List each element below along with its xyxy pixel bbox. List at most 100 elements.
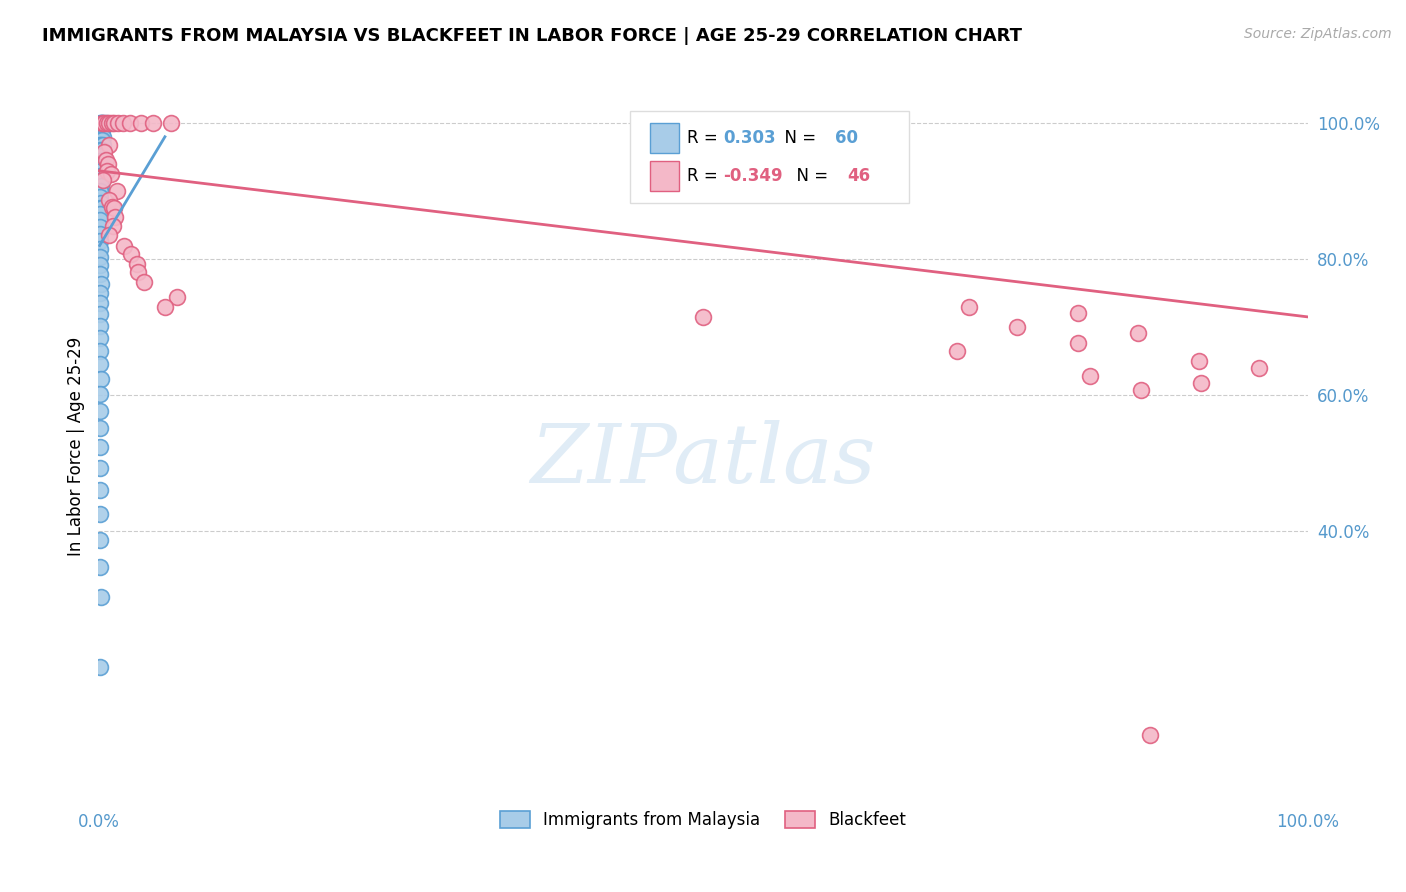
- Point: [90, 372, 112, 386]
- Point: [91, 116, 114, 130]
- Point: [1128, 326, 1150, 340]
- Point: [93, 145, 115, 160]
- Point: [89, 533, 111, 547]
- Point: [111, 116, 134, 130]
- Point: [89, 507, 111, 521]
- FancyBboxPatch shape: [650, 123, 679, 153]
- Point: [89, 137, 111, 152]
- Text: 60: 60: [835, 129, 858, 147]
- Point: [127, 257, 149, 271]
- Text: Source: ZipAtlas.com: Source: ZipAtlas.com: [1244, 27, 1392, 41]
- Point: [91, 153, 114, 168]
- Point: [90, 129, 112, 144]
- Point: [89, 460, 111, 475]
- Point: [1007, 320, 1029, 334]
- Point: [89, 296, 111, 310]
- Point: [89, 189, 111, 203]
- Point: [97, 157, 120, 171]
- Point: [91, 201, 114, 215]
- Point: [90, 116, 112, 130]
- Point: [89, 235, 111, 249]
- Point: [100, 200, 122, 214]
- Point: [946, 343, 969, 358]
- Point: [90, 590, 112, 604]
- Point: [89, 123, 111, 137]
- Point: [134, 275, 156, 289]
- Point: [89, 441, 111, 455]
- Text: IMMIGRANTS FROM MALAYSIA VS BLACKFEET IN LABOR FORCE | AGE 25-29 CORRELATION CHA: IMMIGRANTS FROM MALAYSIA VS BLACKFEET IN…: [42, 27, 1022, 45]
- Point: [1188, 354, 1211, 368]
- Point: [101, 219, 124, 233]
- Point: [103, 116, 125, 130]
- Point: [89, 184, 111, 198]
- Point: [89, 213, 111, 227]
- Text: R =: R =: [688, 167, 723, 185]
- Point: [89, 421, 111, 435]
- Point: [89, 153, 111, 168]
- Point: [89, 201, 111, 215]
- Point: [90, 149, 112, 163]
- Point: [98, 193, 121, 207]
- Point: [89, 358, 111, 372]
- Point: [107, 116, 129, 130]
- Point: [1139, 728, 1161, 742]
- Point: [89, 174, 111, 188]
- Point: [89, 149, 111, 163]
- FancyBboxPatch shape: [630, 111, 908, 203]
- Point: [96, 116, 118, 130]
- Point: [89, 331, 111, 345]
- Point: [91, 137, 114, 152]
- Point: [120, 246, 142, 260]
- Point: [692, 310, 714, 324]
- Point: [96, 163, 118, 178]
- Text: N =: N =: [775, 129, 821, 147]
- Point: [112, 238, 135, 252]
- Point: [1067, 306, 1090, 320]
- Point: [89, 220, 111, 235]
- Text: 46: 46: [846, 167, 870, 185]
- Point: [1189, 376, 1212, 390]
- Point: [90, 195, 112, 210]
- Point: [90, 137, 112, 152]
- Point: [91, 133, 114, 147]
- Point: [89, 387, 111, 401]
- Point: [89, 403, 111, 417]
- Point: [1078, 369, 1101, 384]
- Point: [89, 242, 111, 256]
- Point: [160, 116, 183, 130]
- Text: 0.303: 0.303: [724, 129, 776, 147]
- Point: [89, 307, 111, 321]
- Legend: Immigrants from Malaysia, Blackfeet: Immigrants from Malaysia, Blackfeet: [491, 803, 915, 838]
- Point: [89, 286, 111, 301]
- Point: [90, 277, 112, 291]
- Point: [91, 123, 114, 137]
- Point: [98, 227, 121, 242]
- Text: ZIPatlas: ZIPatlas: [530, 420, 876, 500]
- Point: [89, 560, 111, 574]
- Point: [1129, 384, 1152, 398]
- Point: [91, 144, 114, 158]
- Text: N =: N =: [786, 167, 834, 185]
- Point: [91, 129, 114, 144]
- Text: R =: R =: [688, 129, 723, 147]
- Point: [105, 184, 128, 198]
- Point: [1249, 360, 1271, 375]
- Point: [93, 116, 115, 130]
- Point: [153, 300, 176, 314]
- Point: [166, 290, 188, 304]
- Point: [89, 144, 111, 158]
- Point: [142, 116, 165, 130]
- Point: [1067, 336, 1090, 351]
- Point: [91, 169, 114, 184]
- Point: [89, 159, 111, 173]
- Text: -0.349: -0.349: [724, 167, 783, 185]
- Point: [129, 116, 152, 130]
- Point: [89, 116, 111, 130]
- Point: [89, 258, 111, 272]
- Y-axis label: In Labor Force | Age 25-29: In Labor Force | Age 25-29: [66, 336, 84, 556]
- Point: [98, 137, 121, 152]
- Point: [89, 660, 111, 674]
- Point: [94, 116, 117, 130]
- Point: [91, 173, 114, 187]
- Point: [90, 163, 112, 178]
